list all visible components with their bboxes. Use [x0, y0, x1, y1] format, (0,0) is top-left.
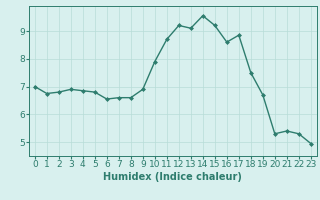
X-axis label: Humidex (Indice chaleur): Humidex (Indice chaleur): [103, 172, 242, 182]
